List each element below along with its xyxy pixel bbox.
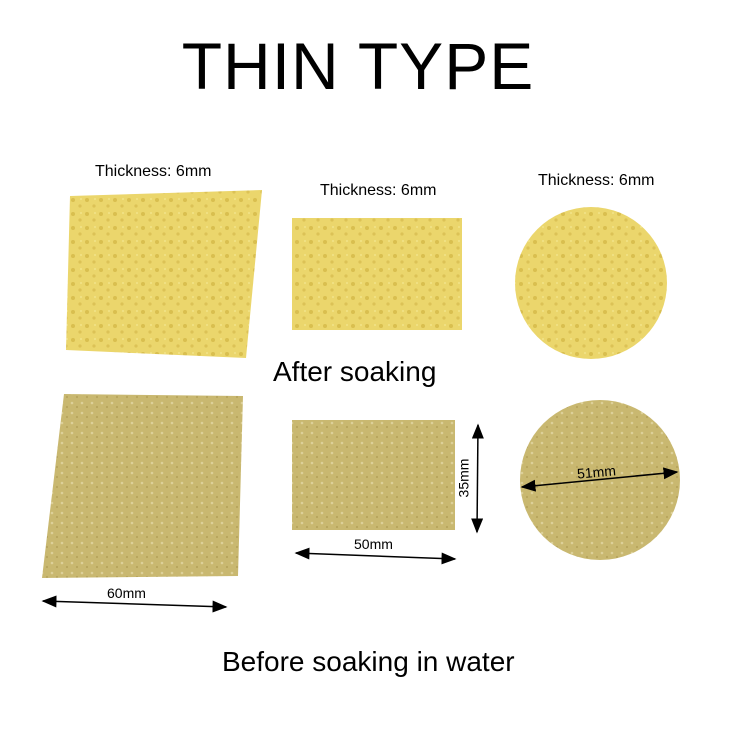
thickness-label-square: Thickness: 6mm [95, 163, 212, 180]
wet-round-sponge [515, 207, 667, 359]
dimension-label-60mm: 60mm [107, 585, 146, 601]
dry-square-sponge [42, 394, 243, 578]
thickness-label-round: Thickness: 6mm [538, 172, 655, 189]
page-title: THIN TYPE [181, 29, 535, 103]
wet-square-sponge [66, 190, 262, 358]
after-soaking-label: After soaking [273, 356, 437, 387]
thickness-label-rect: Thickness: 6mm [320, 182, 437, 199]
dimension-arrow-35mm [471, 423, 484, 534]
dimension-arrow-51mm [520, 467, 679, 492]
dimension-label-50mm: 50mm [354, 536, 393, 552]
dimension-label-51mm: 51mm [576, 462, 617, 482]
dimension-arrow-60mm [41, 595, 228, 613]
dimension-label-35mm: 35mm [455, 458, 472, 498]
before-soaking-label: Before soaking in water [222, 646, 515, 677]
dry-rect-sponge [292, 420, 455, 530]
dimension-arrow-50mm [294, 547, 457, 565]
wet-rect-sponge [292, 218, 462, 330]
